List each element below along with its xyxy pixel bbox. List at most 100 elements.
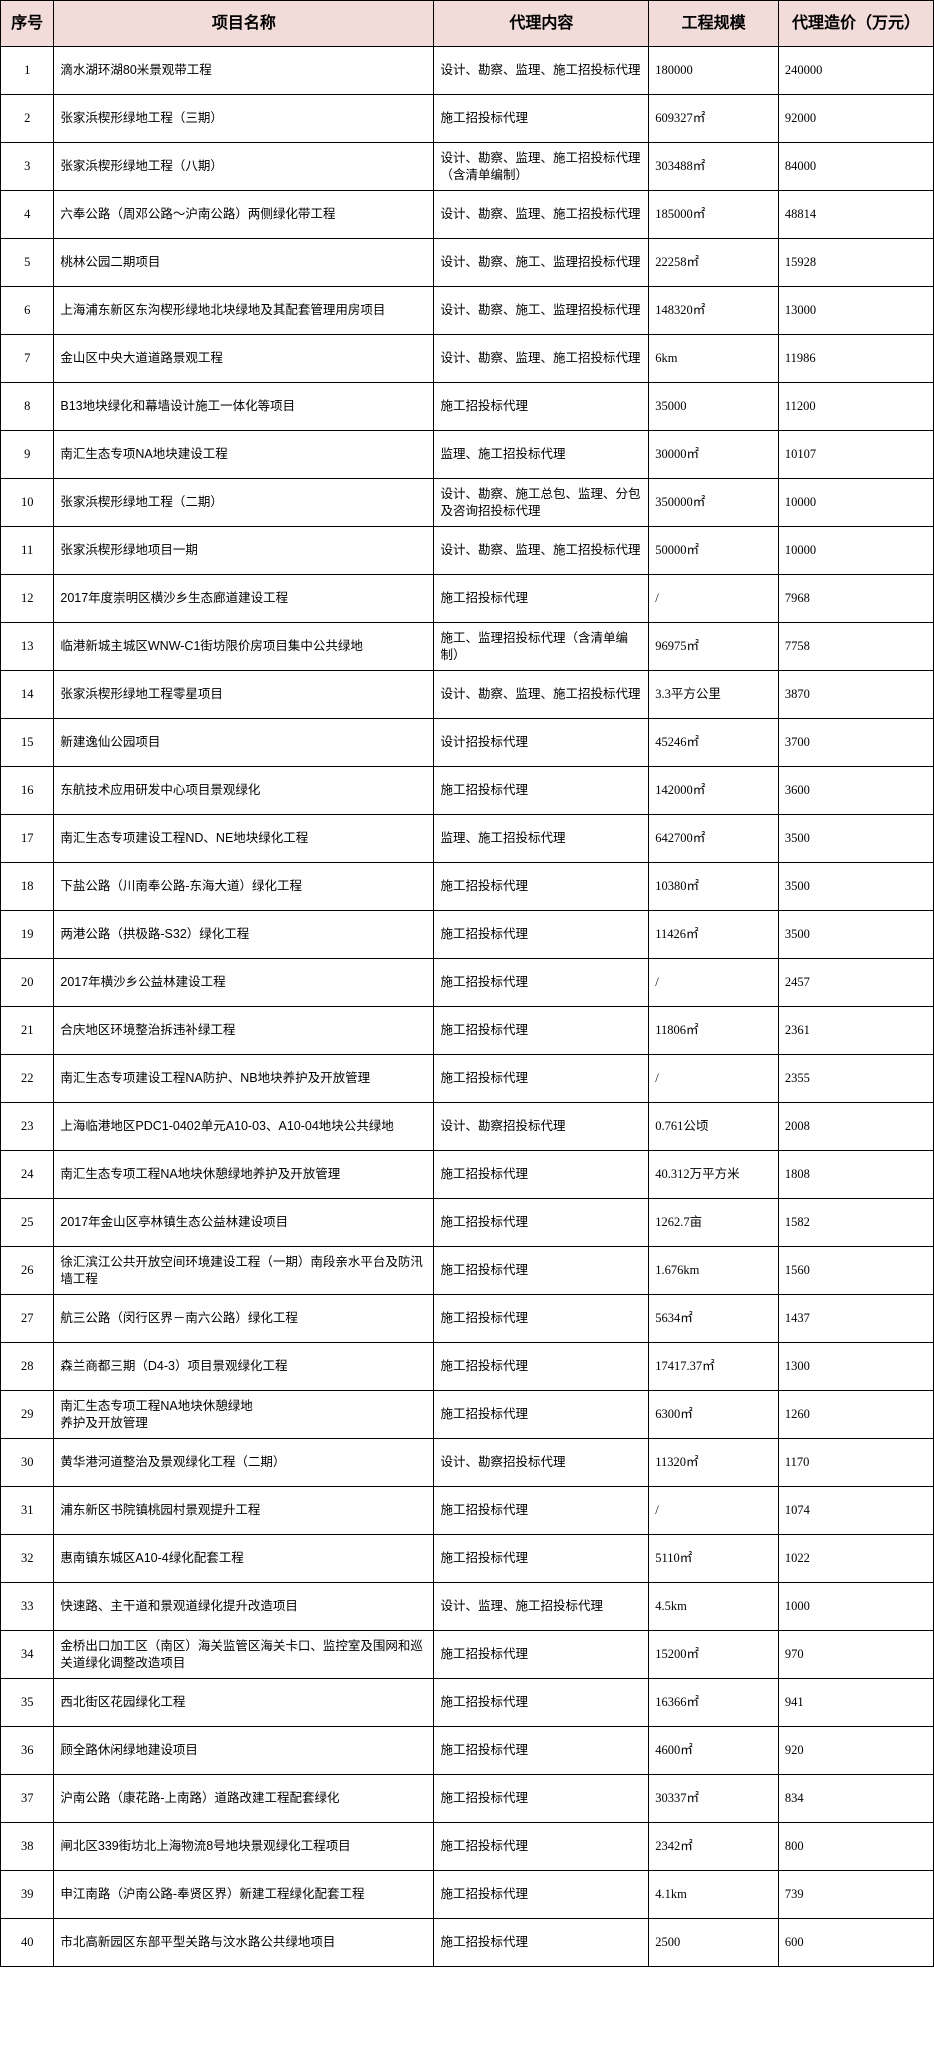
table-row: 30 黄华港河道整治及景观绿化工程（二期） 设计、勘察招投标代理 11320㎡ 1170 — [0, 1438, 934, 1487]
row-agency-content: 施工招投标代理 — [433, 1006, 650, 1055]
row-project-scale: 17417.37㎡ — [648, 1342, 779, 1391]
row-project-name: 2017年度崇明区横沙乡生态廊道建设工程 — [53, 574, 435, 623]
row-serial: 39 — [0, 1870, 55, 1919]
table-row: 17 南汇生态专项建设工程ND、NE地块绿化工程 监理、施工招投标代理 642700㎡… — [0, 814, 934, 863]
row-agency-price: 2361 — [777, 1006, 934, 1055]
row-project-name: 张家浜楔形绿地工程（三期） — [53, 94, 435, 143]
table-row: 36 顾全路休闲绿地建设项目 施工招投标代理 4600㎡ 920 — [0, 1726, 934, 1775]
row-project-name: 惠南镇东城区A10-4绿化配套工程 — [53, 1534, 435, 1583]
row-serial: 23 — [0, 1102, 55, 1151]
row-agency-price: 2457 — [777, 958, 934, 1007]
row-agency-price: 739 — [777, 1870, 934, 1919]
row-agency-content: 施工招投标代理 — [433, 1870, 650, 1919]
row-agency-content: 施工招投标代理 — [433, 958, 650, 1007]
row-project-name: 南汇生态专项建设工程NA防护、NB地块养护及开放管理 — [53, 1054, 435, 1103]
row-serial: 38 — [0, 1822, 55, 1871]
row-agency-content: 设计、勘察、监理、施工招投标代理 — [433, 46, 650, 95]
row-project-name: 西北街区花园绿化工程 — [53, 1678, 435, 1727]
table-row: 34 金桥出口加工区（南区）海关监管区海关卡口、监控室及围网和巡关道绿化调整改造项… — [0, 1630, 934, 1679]
row-serial: 19 — [0, 910, 55, 959]
row-project-scale: 1.676km — [648, 1246, 779, 1295]
row-agency-price: 3500 — [777, 814, 934, 863]
row-project-scale: 16366㎡ — [648, 1678, 779, 1727]
row-project-scale: 3.3平方公里 — [648, 670, 779, 719]
table-row: 25 2017年金山区亭林镇生态公益林建设项目 施工招投标代理 1262.7亩 1582 — [0, 1198, 934, 1247]
row-project-name: 桃林公园二期项目 — [53, 238, 435, 287]
row-agency-price: 10000 — [777, 526, 934, 575]
table-row: 33 快速路、主干道和景观道绿化提升改造项目 设计、监理、施工招投标代理 4.5km 1… — [0, 1582, 934, 1631]
row-serial: 35 — [0, 1678, 55, 1727]
row-agency-content: 施工招投标代理 — [433, 1294, 650, 1343]
row-agency-price: 3700 — [777, 718, 934, 767]
row-project-scale: 1262.7亩 — [648, 1198, 779, 1247]
table-row: 7 金山区中央大道道路景观工程 设计、勘察、监理、施工招投标代理 6km 11986 — [0, 334, 934, 383]
row-project-scale: / — [648, 574, 779, 623]
row-serial: 10 — [0, 478, 55, 527]
table-row: 14 张家浜楔形绿地工程零星项目 设计、勘察、监理、施工招投标代理 3.3平方公里 38… — [0, 670, 934, 719]
table-row: 23 上海临港地区PDC1-0402单元A10-03、A10-04地块公共绿地 设计… — [0, 1102, 934, 1151]
row-agency-content: 设计、勘察、监理、施工招投标代理 — [433, 190, 650, 239]
table-row: 18 下盐公路（川南奉公路-东海大道）绿化工程 施工招投标代理 10380㎡ 3500 — [0, 862, 934, 911]
row-agency-price: 970 — [777, 1630, 934, 1679]
row-project-scale: 4.1km — [648, 1870, 779, 1919]
row-serial: 8 — [0, 382, 55, 431]
table-row: 15 新建逸仙公园项目 设计招投标代理 45246㎡ 3700 — [0, 718, 934, 767]
row-project-scale: / — [648, 1486, 779, 1535]
table-row: 20 2017年横沙乡公益林建设工程 施工招投标代理/2457 — [0, 958, 934, 1007]
row-agency-content: 设计、勘察招投标代理 — [433, 1438, 650, 1487]
row-project-scale: 180000 — [648, 46, 779, 95]
row-serial: 7 — [0, 334, 55, 383]
row-project-scale: 5634㎡ — [648, 1294, 779, 1343]
row-project-scale: 30000㎡ — [648, 430, 779, 479]
row-agency-content: 施工招投标代理 — [433, 1534, 650, 1583]
row-agency-price: 1074 — [777, 1486, 934, 1535]
row-agency-content: 施工、监理招投标代理（含清单编制） — [433, 622, 650, 671]
table-row: 13 临港新城主城区WNW-C1街坊限价房项目集中公共绿地 施工、监理招投标代理（含… — [0, 622, 934, 671]
row-agency-content: 设计、勘察、施工、监理招投标代理 — [433, 286, 650, 335]
row-agency-price: 1437 — [777, 1294, 934, 1343]
row-serial: 1 — [0, 46, 55, 95]
row-project-scale: 22258㎡ — [648, 238, 779, 287]
table-row: 26 徐汇滨江公共开放空间环境建设工程（一期）南段亲水平台及防汛墙工程 施工招投标代… — [0, 1246, 934, 1295]
row-agency-content: 设计、勘察、监理、施工招投标代理 — [433, 670, 650, 719]
row-project-name: 下盐公路（川南奉公路-东海大道）绿化工程 — [53, 862, 435, 911]
row-project-name: 六奉公路（周邓公路～沪南公路）两侧绿化带工程 — [53, 190, 435, 239]
row-agency-content: 设计、勘察、监理、施工招投标代理 — [433, 334, 650, 383]
row-project-scale: 35000 — [648, 382, 779, 431]
row-project-name: 航三公路（闵行区界－南六公路）绿化工程 — [53, 1294, 435, 1343]
table-row: 4 六奉公路（周邓公路～沪南公路）两侧绿化带工程 设计、勘察、监理、施工招投标代理 1… — [0, 190, 934, 239]
row-project-scale: 2342㎡ — [648, 1822, 779, 1871]
row-agency-content: 施工招投标代理 — [433, 382, 650, 431]
row-agency-price: 7758 — [777, 622, 934, 671]
row-project-name: 南汇生态专项工程NA地块休憩绿地养护及开放管理 — [53, 1390, 435, 1439]
row-serial: 17 — [0, 814, 55, 863]
table-row: 24 南汇生态专项工程NA地块休憩绿地养护及开放管理 施工招投标代理 40.312万平… — [0, 1150, 934, 1199]
row-agency-content: 设计、勘察、监理、施工招投标代理 — [433, 526, 650, 575]
row-serial: 26 — [0, 1246, 55, 1295]
row-agency-price: 600 — [777, 1918, 934, 1967]
row-agency-content: 施工招投标代理 — [433, 1390, 650, 1439]
row-agency-price: 1170 — [777, 1438, 934, 1487]
row-project-name: 2017年金山区亭林镇生态公益林建设项目 — [53, 1198, 435, 1247]
row-project-name: 滴水湖环湖80米景观带工程 — [53, 46, 435, 95]
table-row: 9 南汇生态专项NA地块建设工程 监理、施工招投标代理 30000㎡ 10107 — [0, 430, 934, 479]
row-agency-content: 监理、施工招投标代理 — [433, 814, 650, 863]
row-agency-content: 施工招投标代理 — [433, 766, 650, 815]
row-agency-price: 3500 — [777, 862, 934, 911]
row-agency-price: 1260 — [777, 1390, 934, 1439]
table-row: 6 上海浦东新区东沟楔形绿地北块绿地及其配套管理用房项目 设计、勘察、施工、监理招投… — [0, 286, 934, 335]
row-project-name: B13地块绿化和幕墙设计施工一体化等项目 — [53, 382, 435, 431]
row-project-scale: 11426㎡ — [648, 910, 779, 959]
row-serial: 6 — [0, 286, 55, 335]
row-project-name: 新建逸仙公园项目 — [53, 718, 435, 767]
column-header-agency-content: 代理内容 — [433, 0, 650, 47]
row-project-name: 顾全路休闲绿地建设项目 — [53, 1726, 435, 1775]
column-header-project-name: 项目名称 — [53, 0, 435, 47]
row-project-scale: 2500 — [648, 1918, 779, 1967]
row-project-scale: 10380㎡ — [648, 862, 779, 911]
row-project-name: 森兰商都三期（D4-3）项目景观绿化工程 — [53, 1342, 435, 1391]
row-project-scale: 50000㎡ — [648, 526, 779, 575]
row-project-scale: 350000㎡ — [648, 478, 779, 527]
row-serial: 25 — [0, 1198, 55, 1247]
row-project-name: 上海临港地区PDC1-0402单元A10-03、A10-04地块公共绿地 — [53, 1102, 435, 1151]
